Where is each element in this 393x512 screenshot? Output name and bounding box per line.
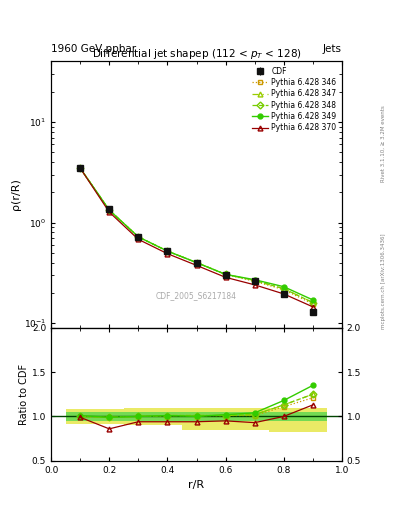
Pythia 6.428 349 xyxy=(223,271,228,278)
Line: Pythia 6.428 348: Pythia 6.428 348 xyxy=(78,166,315,305)
Line: Pythia 6.428 346: Pythia 6.428 346 xyxy=(78,166,315,306)
Pythia 6.428 348 xyxy=(136,234,141,240)
Pythia 6.428 348 xyxy=(310,300,315,306)
Pythia 6.428 346 xyxy=(107,207,112,213)
Pythia 6.428 370 xyxy=(107,209,112,215)
Pythia 6.428 348 xyxy=(281,286,286,292)
Pythia 6.428 346 xyxy=(136,234,141,240)
Pythia 6.428 349 xyxy=(107,207,112,213)
Text: Jets: Jets xyxy=(323,44,342,54)
Pythia 6.428 346 xyxy=(252,279,257,285)
Pythia 6.428 370 xyxy=(165,250,170,257)
Pythia 6.428 347 xyxy=(78,165,83,171)
Line: Pythia 6.428 349: Pythia 6.428 349 xyxy=(78,166,315,303)
Pythia 6.428 349 xyxy=(136,234,141,240)
Y-axis label: Ratio to CDF: Ratio to CDF xyxy=(19,364,29,425)
Pythia 6.428 349 xyxy=(281,284,286,290)
Pythia 6.428 370 xyxy=(78,165,83,171)
Pythia 6.428 348 xyxy=(223,271,228,278)
Pythia 6.428 349 xyxy=(194,260,199,266)
Pythia 6.428 346 xyxy=(78,165,83,171)
Pythia 6.428 346 xyxy=(194,260,199,266)
Pythia 6.428 370 xyxy=(310,304,315,310)
Pythia 6.428 346 xyxy=(281,287,286,293)
Pythia 6.428 349 xyxy=(252,276,257,283)
Pythia 6.428 347 xyxy=(136,234,141,240)
Pythia 6.428 347 xyxy=(252,278,257,284)
X-axis label: r/R: r/R xyxy=(188,480,205,490)
Pythia 6.428 348 xyxy=(252,278,257,284)
Pythia 6.428 349 xyxy=(310,297,315,303)
Pythia 6.428 347 xyxy=(194,260,199,266)
Pythia 6.428 346 xyxy=(310,301,315,307)
Pythia 6.428 346 xyxy=(223,271,228,278)
Pythia 6.428 347 xyxy=(281,286,286,292)
Text: mcplots.cern.ch [arXiv:1306.3436]: mcplots.cern.ch [arXiv:1306.3436] xyxy=(381,234,386,329)
Pythia 6.428 348 xyxy=(165,248,170,254)
Pythia 6.428 348 xyxy=(78,165,83,171)
Pythia 6.428 347 xyxy=(223,271,228,278)
Pythia 6.428 370 xyxy=(223,274,228,281)
Pythia 6.428 346 xyxy=(165,248,170,254)
Pythia 6.428 349 xyxy=(78,165,83,171)
Pythia 6.428 347 xyxy=(107,207,112,213)
Pythia 6.428 348 xyxy=(194,260,199,266)
Pythia 6.428 347 xyxy=(165,248,170,254)
Pythia 6.428 370 xyxy=(252,282,257,288)
Title: Differential jet shapep (112 < $p_T$ < 128): Differential jet shapep (112 < $p_T$ < 1… xyxy=(92,47,301,61)
Legend: CDF, Pythia 6.428 346, Pythia 6.428 347, Pythia 6.428 348, Pythia 6.428 349, Pyt: CDF, Pythia 6.428 346, Pythia 6.428 347,… xyxy=(248,63,340,135)
Line: Pythia 6.428 370: Pythia 6.428 370 xyxy=(78,166,315,309)
Pythia 6.428 349 xyxy=(165,248,170,254)
Pythia 6.428 370 xyxy=(281,291,286,297)
Y-axis label: ρ(r/R): ρ(r/R) xyxy=(11,179,21,210)
Pythia 6.428 348 xyxy=(107,207,112,213)
Pythia 6.428 370 xyxy=(136,237,141,243)
Pythia 6.428 370 xyxy=(194,262,199,268)
Pythia 6.428 347 xyxy=(310,300,315,306)
Text: CDF_2005_S6217184: CDF_2005_S6217184 xyxy=(156,291,237,300)
Text: Rivet 3.1.10, ≥ 3.2M events: Rivet 3.1.10, ≥ 3.2M events xyxy=(381,105,386,182)
Text: 1960 GeV ppbar: 1960 GeV ppbar xyxy=(51,44,136,54)
Line: Pythia 6.428 347: Pythia 6.428 347 xyxy=(78,166,315,305)
